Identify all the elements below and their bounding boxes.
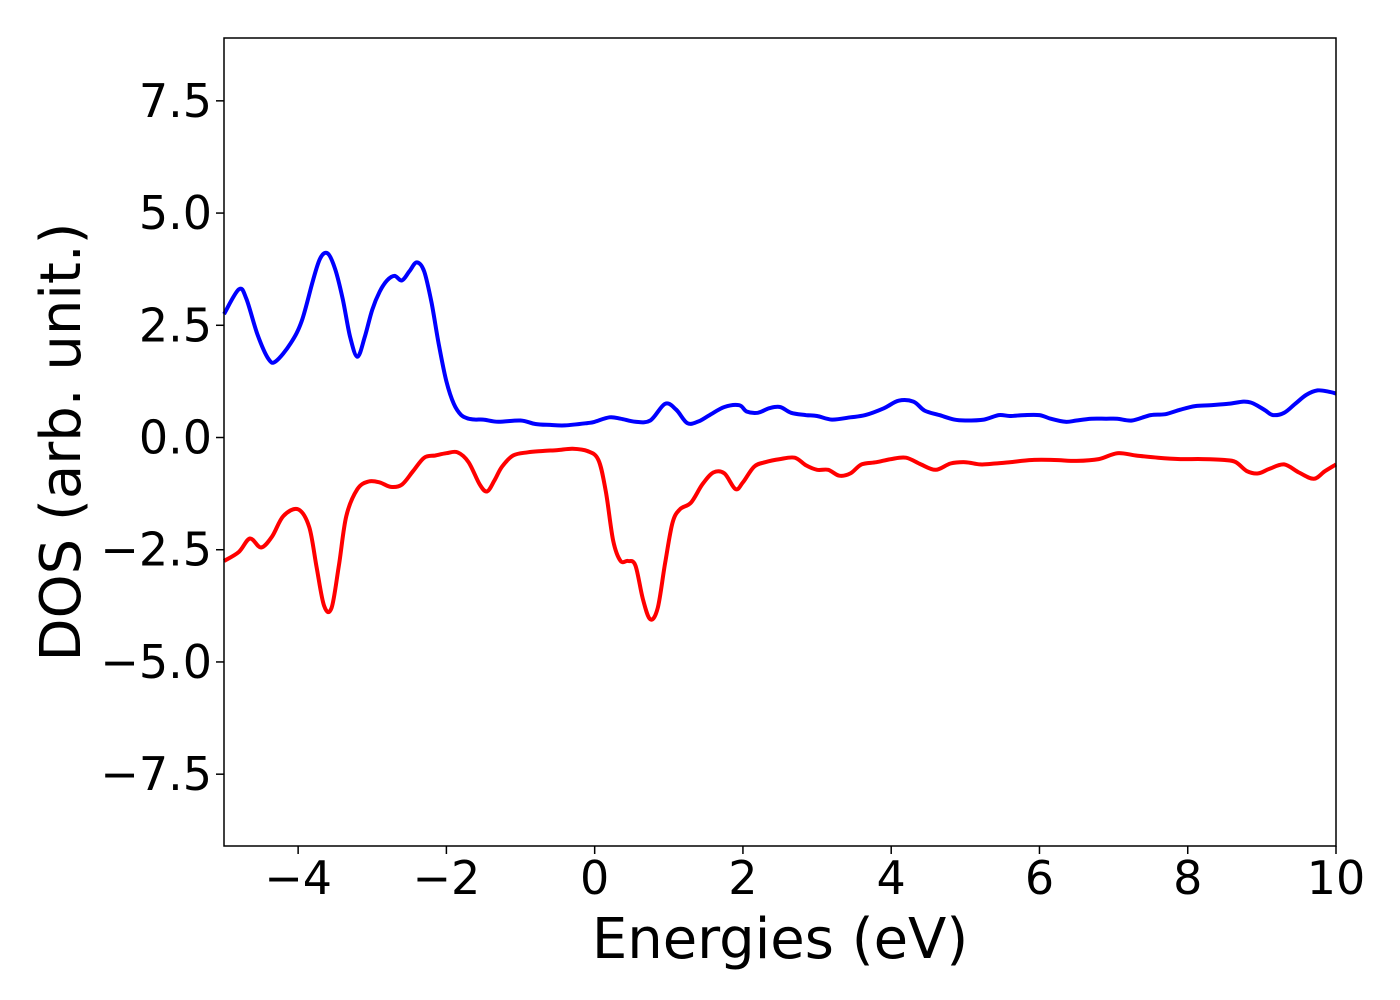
x-tick-label: 6 xyxy=(1025,851,1054,905)
y-tick-label: −2.5 xyxy=(100,523,212,577)
x-tick-label: 8 xyxy=(1173,851,1202,905)
x-axis-label: Energies (eV) xyxy=(592,907,968,972)
spin-up-dos-line xyxy=(222,250,1337,428)
y-tick-label: 5.0 xyxy=(139,186,212,240)
x-tick-label: 4 xyxy=(877,851,906,905)
y-tick-label: 0.0 xyxy=(139,411,212,465)
y-tick-label: 7.5 xyxy=(139,74,212,128)
ticks-layer: −4 −2 0 2 4 6 8 10 7.5 5.0 2.5 0.0 −2.5 −5.0 −7.5 xyxy=(100,74,1365,905)
x-tick-label: 0 xyxy=(580,851,609,905)
x-tick-label: 2 xyxy=(728,851,757,905)
plot-area-frame xyxy=(223,37,1337,847)
y-tick-label: −5.0 xyxy=(100,635,212,689)
x-tick-label: −2 xyxy=(412,851,480,905)
series-layer xyxy=(222,250,1338,622)
y-tick-label: 2.5 xyxy=(139,298,212,352)
y-tick-label: −7.5 xyxy=(100,747,212,801)
x-tick-label: −4 xyxy=(264,851,332,905)
y-axis-label: DOS (arb. unit.) xyxy=(29,222,94,661)
x-tick-label: 10 xyxy=(1307,851,1366,905)
spin-down-dos-line xyxy=(222,446,1338,622)
